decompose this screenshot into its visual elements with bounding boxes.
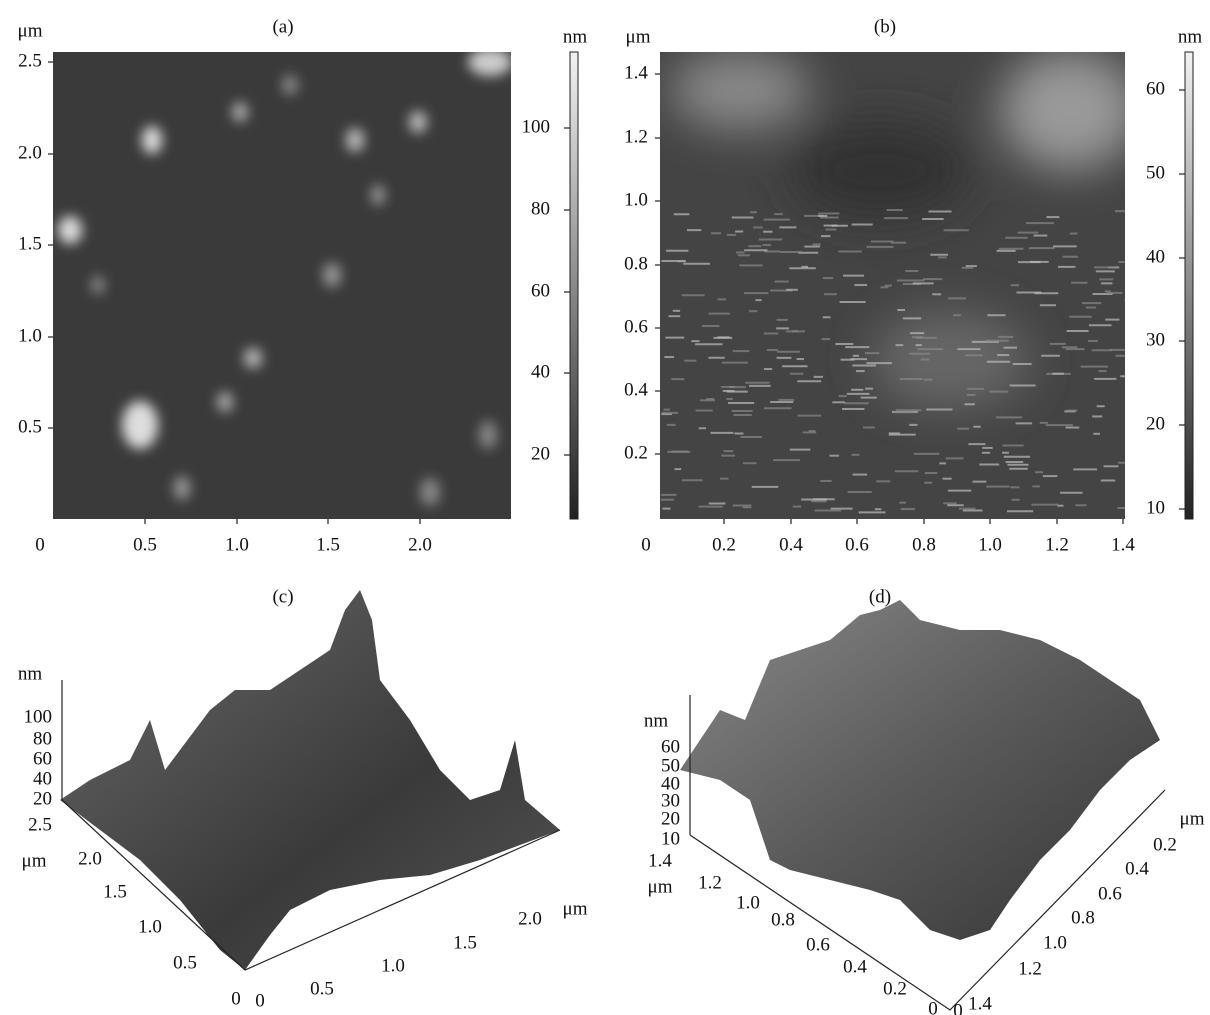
- axis-unit: nm: [18, 663, 43, 684]
- figure: (a)μmnm0.51.01.52.02.500.51.01.52.020406…: [0, 0, 1210, 1015]
- y-tick-label: 1.0: [736, 892, 760, 913]
- scale-tick-label: 40: [531, 361, 550, 382]
- afm-image-a: [53, 48, 512, 519]
- y-tick-label: 1.0: [18, 325, 42, 346]
- z-tick-label: 80: [33, 728, 52, 749]
- y-tick-label: 0.6: [624, 316, 648, 337]
- x-tick-label: 0.4: [1125, 858, 1149, 879]
- x-tick-label: 1.0: [381, 955, 405, 976]
- scale-tick-label: 10: [1146, 497, 1165, 518]
- y-tick-label: 1.2: [698, 872, 722, 893]
- x-tick-label: 1.0: [1043, 932, 1067, 953]
- axis-unit: μm: [626, 26, 651, 47]
- x-tick-label: 2.0: [518, 908, 542, 929]
- x-tick-label: 1.5: [316, 534, 340, 555]
- x-tick-label: 0.8: [912, 534, 936, 555]
- y-tick-label: 1.2: [624, 126, 648, 147]
- color-scale-b: [1185, 52, 1193, 519]
- x-tick-label: 1.0: [978, 534, 1002, 555]
- panel-label: (b): [874, 16, 896, 37]
- x-tick-label: 0.4: [779, 534, 803, 555]
- z-tick-label: 10: [661, 828, 680, 849]
- axis-unit: μm: [22, 850, 47, 871]
- z-tick-label: 50: [661, 755, 680, 776]
- y-tick-label: 1.5: [103, 881, 127, 902]
- x-tick-label: 0.2: [712, 534, 736, 555]
- y-tick-label: 0.4: [843, 956, 867, 977]
- scale-tick-label: 80: [531, 198, 550, 219]
- z-tick-label: 20: [661, 808, 680, 829]
- scale-unit: nm: [1178, 26, 1203, 47]
- surface-c: [60, 590, 560, 970]
- y-tick-label: 0.2: [624, 442, 648, 463]
- y-tick-label: 1.4: [624, 62, 648, 83]
- y-tick-label: 0.6: [806, 934, 830, 955]
- z-tick-label: 60: [33, 748, 52, 769]
- x-tick-label: 1.0: [225, 534, 249, 555]
- y-tick-label: 0: [928, 998, 938, 1015]
- axis-unit: μm: [18, 20, 43, 41]
- scale-tick-label: 60: [1146, 78, 1165, 99]
- scale-tick-label: 20: [1146, 413, 1165, 434]
- x-tick-label: 0: [953, 1000, 963, 1015]
- y-tick-label: 1.0: [624, 189, 648, 210]
- x-tick-label: 1.4: [1111, 534, 1135, 555]
- axis-unit: μm: [563, 898, 588, 919]
- y-tick-label: 1.4: [648, 850, 672, 871]
- y-tick-label: 0.4: [624, 379, 648, 400]
- y-tick-label: 1.0: [138, 916, 162, 937]
- x-tick-label: 0.5: [133, 534, 157, 555]
- x-tick-label: 1.2: [1045, 534, 1069, 555]
- y-tick-label: 2.5: [18, 50, 42, 71]
- y-tick-label: 2.0: [18, 142, 42, 163]
- scale-tick-label: 60: [531, 280, 550, 301]
- y-tick-label: 0.5: [18, 416, 42, 437]
- x-tick-label: 0: [35, 534, 45, 555]
- panel-label: (a): [272, 16, 293, 37]
- z-tick-label: 40: [33, 768, 52, 789]
- x-tick-label: 0: [641, 534, 651, 555]
- y-tick-label: 0.8: [624, 253, 648, 274]
- surface-d: [680, 600, 1160, 940]
- y-tick-label: 0.5: [173, 952, 197, 973]
- z-tick-label: 40: [661, 773, 680, 794]
- y-tick-label: 0.8: [771, 909, 795, 930]
- scale-tick-label: 20: [531, 443, 550, 464]
- z-tick-label: 20: [33, 788, 52, 809]
- axis-unit: μm: [648, 876, 673, 897]
- x-tick-label: 2.0: [408, 534, 432, 555]
- x-tick-label: 0.6: [1098, 883, 1122, 904]
- x-tick-label: 0: [255, 990, 265, 1011]
- scale-tick-label: 50: [1146, 162, 1165, 183]
- x-tick-label: 1.2: [1018, 958, 1042, 979]
- scale-tick-label: 100: [522, 116, 551, 137]
- z-tick-label: 100: [24, 706, 53, 727]
- color-scale-a: [570, 52, 578, 519]
- x-tick-label: 0.2: [1153, 834, 1177, 855]
- x-tick-label: 0.8: [1071, 907, 1095, 928]
- panel-label: (c): [272, 586, 293, 607]
- x-tick-label: 1.5: [453, 932, 477, 953]
- scale-tick-label: 30: [1146, 329, 1165, 350]
- y-tick-label: 0.2: [883, 978, 907, 999]
- y-tick-label: 2.5: [28, 814, 52, 835]
- afm-image-b: [660, 50, 1142, 519]
- x-tick-label: 1.4: [968, 993, 992, 1014]
- y-tick-label: 1.5: [18, 233, 42, 254]
- scale-unit: nm: [563, 26, 588, 47]
- panel-label: (d): [869, 586, 891, 607]
- scale-tick-label: 40: [1146, 246, 1165, 267]
- z-tick-label: 60: [661, 736, 680, 757]
- x-tick-label: 0.6: [845, 534, 869, 555]
- y-tick-label: 0: [231, 988, 241, 1009]
- y-tick-label: 2.0: [78, 848, 102, 869]
- axis-unit: μm: [1180, 808, 1205, 829]
- x-tick-label: 0.5: [310, 978, 334, 999]
- axis-unit: nm: [644, 710, 669, 731]
